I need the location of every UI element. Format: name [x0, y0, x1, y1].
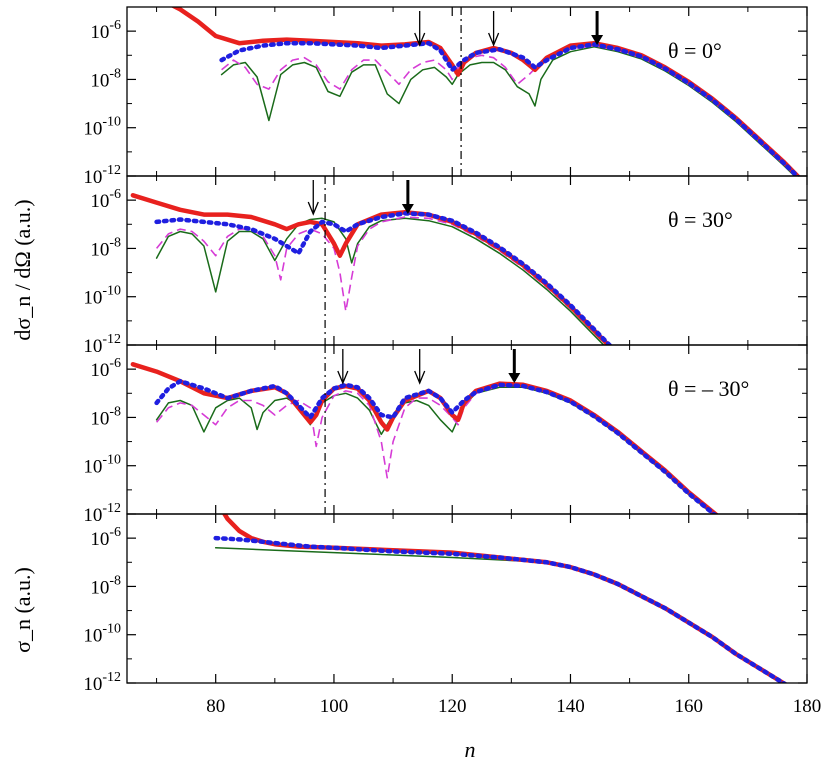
- y-tick-label: 10-10: [83, 453, 121, 478]
- series-line-red: [221, 514, 788, 683]
- series-line-green: [220, 46, 796, 176]
- panel-1: 10-6 10-8 10-10 10-12 θ = 30°: [83, 175, 808, 357]
- x-tick-label: 160: [674, 696, 703, 717]
- y-tick-label: 10-6: [90, 187, 121, 212]
- y-tick-label: 10-12: [83, 501, 121, 526]
- x-tick-label: 140: [556, 696, 585, 717]
- panel-2: 10-6 10-8 10-10 10-12 θ = – 30°: [83, 344, 808, 526]
- bold-arrow: [591, 11, 604, 45]
- thin-arrow: [337, 349, 349, 385]
- series-line-magenta: [221, 44, 797, 176]
- y-tick-label: 10-6: [90, 525, 121, 550]
- y-tick-label: 10-12: [83, 163, 121, 188]
- y-tick-label: 10-6: [90, 18, 121, 43]
- panel-label: θ = 30°: [668, 207, 733, 232]
- panel-3: 10-6 10-8 10-10 10-12: [83, 513, 808, 695]
- y-tick-label: 10-6: [90, 356, 121, 381]
- x-axis: 80 100 120 140 160 180: [206, 696, 821, 717]
- thin-arrow: [414, 11, 426, 47]
- y-tick-label: 10-10: [83, 284, 121, 309]
- series-line-blue: [213, 535, 788, 683]
- series-line-green: [214, 547, 783, 683]
- panel-frame: [126, 513, 808, 684]
- y-axis-label-top: dσ_n / dΩ (a.u.): [10, 199, 35, 340]
- series-line-blue: [219, 40, 801, 176]
- x-tick-label: 120: [438, 696, 467, 717]
- thin-arrow: [307, 180, 319, 216]
- x-tick-label: 80: [206, 696, 225, 717]
- y-tick-label: 10-8: [90, 66, 121, 91]
- panel-frame: [126, 344, 808, 515]
- panel-label: θ = 0°: [668, 38, 722, 63]
- bold-arrow: [401, 180, 414, 214]
- y-tick-label: 10-10: [83, 622, 121, 647]
- thin-arrow: [414, 349, 426, 385]
- x-tick-label: 100: [320, 696, 349, 717]
- series-line-blue: [154, 378, 718, 514]
- thin-arrow: [488, 11, 500, 47]
- y-tick-label: 10-12: [83, 332, 121, 357]
- y-tick-label: 10-10: [83, 115, 121, 140]
- series-line-blue: [154, 211, 613, 345]
- series-line-green: [155, 217, 605, 345]
- y-tick-label: 10-8: [90, 235, 121, 260]
- panel-0: 10-6 10-8 10-10 10-12 θ = 0°: [83, 6, 808, 188]
- y-tick-label: 10-8: [90, 573, 121, 598]
- y-axis-label-bottom: σ_n (a.u.): [10, 567, 35, 653]
- panel-frame: [126, 175, 808, 346]
- bold-arrow: [508, 349, 521, 383]
- x-axis-label: n: [465, 737, 476, 762]
- series-line-magenta: [155, 216, 608, 345]
- y-tick-label: 10-12: [83, 670, 121, 695]
- y-tick-label: 10-8: [90, 404, 121, 429]
- x-tick-label: 180: [793, 696, 822, 717]
- panel-label: θ = – 30°: [668, 376, 749, 401]
- series-line-red: [130, 362, 719, 514]
